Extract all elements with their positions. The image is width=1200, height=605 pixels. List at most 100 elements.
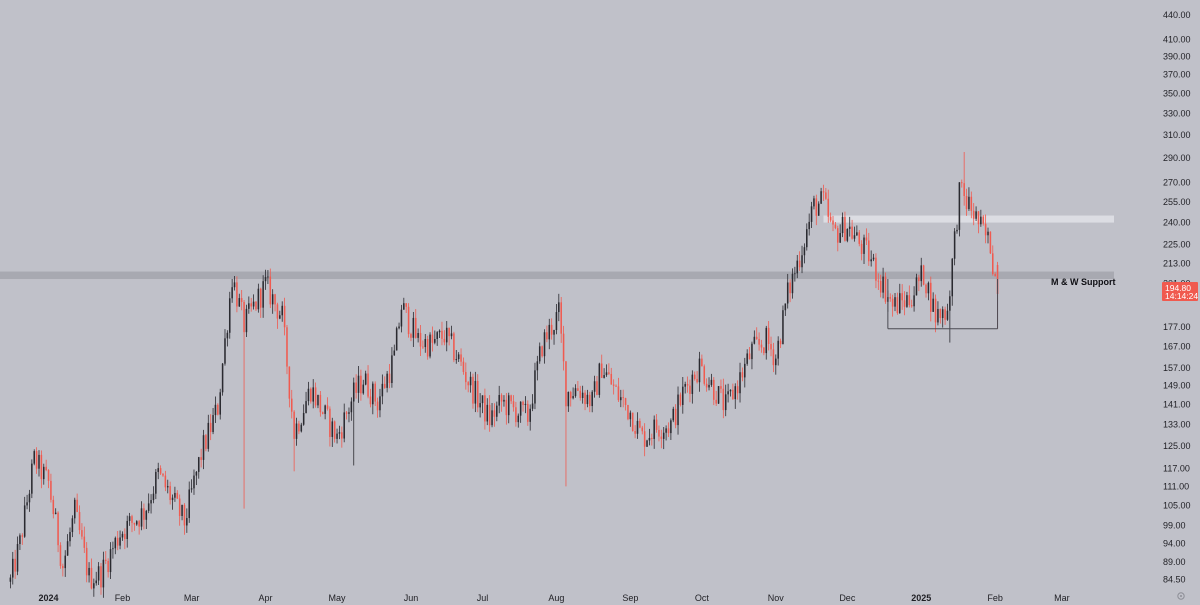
candle-body — [329, 408, 331, 437]
candle-body — [50, 480, 52, 500]
candle-body — [796, 260, 799, 274]
candle-body — [851, 226, 853, 239]
candle-body — [317, 394, 319, 406]
candle-body — [877, 280, 880, 282]
candle-body — [474, 380, 477, 404]
candle-body — [906, 295, 908, 307]
candle-body — [908, 295, 911, 306]
candle-body — [779, 340, 782, 345]
candle-body — [283, 305, 286, 328]
candle-body — [119, 537, 121, 546]
candle-body — [112, 548, 114, 550]
price-tick-label: 167.00 — [1163, 342, 1191, 352]
candle-body — [760, 344, 763, 348]
candle-body — [610, 373, 613, 385]
candle-body — [52, 499, 55, 515]
candle-body — [419, 333, 422, 347]
candle-body — [40, 454, 43, 480]
candle-body — [491, 410, 493, 426]
candle-body — [186, 518, 188, 526]
candle-body — [138, 521, 140, 527]
candle-body — [286, 327, 288, 367]
candle-body — [324, 405, 326, 414]
candle-body — [724, 394, 727, 411]
candle-body — [553, 330, 555, 335]
candle-body — [259, 288, 262, 308]
candle-body — [519, 401, 522, 416]
candle-body — [889, 297, 892, 299]
candle-body — [431, 334, 434, 343]
candle-body — [250, 303, 252, 307]
candle-body — [598, 363, 601, 395]
countdown-label: 14:14:24 — [1165, 291, 1198, 301]
settings-icon[interactable] — [1177, 592, 1185, 600]
candle-body — [567, 391, 570, 407]
candle-body — [147, 503, 150, 511]
candle-body — [705, 383, 708, 388]
candle-body — [846, 228, 849, 241]
candle-body — [443, 338, 446, 343]
candle-body — [939, 308, 942, 319]
candle-body — [767, 327, 770, 345]
candle-body — [739, 372, 741, 394]
last-price-tag: 194.80 14:14:24 — [1162, 282, 1198, 301]
candle-body — [820, 191, 822, 204]
candle-body — [994, 274, 996, 277]
candle-body — [372, 383, 374, 405]
candle-body — [35, 451, 38, 469]
candle-body — [753, 336, 756, 344]
candle-body — [770, 344, 772, 350]
candle-body — [140, 508, 143, 527]
candle-body — [71, 518, 74, 533]
candle-body — [727, 391, 729, 395]
time-tick-label: Jun — [404, 593, 419, 603]
price-tick-label: 125.00 — [1163, 441, 1191, 451]
candle-body — [786, 282, 789, 304]
candle-body — [217, 404, 219, 415]
candle-body — [171, 497, 174, 501]
candle-body — [934, 298, 937, 323]
candle-body — [333, 421, 336, 439]
candle-body — [124, 533, 126, 540]
candle-body — [858, 232, 861, 244]
candle-body — [992, 253, 994, 275]
candle-body — [97, 566, 100, 581]
candle-body — [772, 349, 775, 366]
candle-body — [54, 512, 57, 515]
candle-body — [212, 415, 214, 433]
candle-body — [713, 379, 715, 400]
candle-body — [255, 301, 257, 310]
candle-body — [326, 405, 329, 409]
candle-body — [114, 537, 117, 549]
candle-body — [221, 363, 224, 393]
candle-body — [438, 330, 441, 333]
time-tick-label: May — [329, 593, 347, 603]
candle-body — [352, 382, 355, 402]
last-price-label: 194.80 — [1165, 283, 1191, 293]
candle-body — [560, 302, 562, 334]
candle-body — [407, 306, 410, 335]
candle-body — [751, 343, 753, 360]
candle-body — [386, 373, 388, 388]
candle-body — [126, 520, 128, 540]
candle-body — [116, 537, 119, 546]
price-tick-label: 225.00 — [1163, 240, 1191, 250]
candle-body — [33, 451, 36, 464]
candle-body — [789, 282, 791, 294]
candle-body — [102, 559, 105, 588]
candle-body — [538, 346, 541, 362]
candle-body — [856, 232, 858, 236]
candle-body — [383, 383, 386, 388]
candle-body — [915, 277, 918, 296]
candle-body — [975, 211, 977, 219]
price-tick-label: 410.00 — [1163, 34, 1191, 44]
time-tick-label: Oct — [695, 593, 710, 603]
candle-body — [457, 354, 460, 360]
candle-body — [479, 403, 481, 408]
candle-body — [493, 410, 496, 417]
candle-body — [343, 412, 345, 439]
candle-body — [422, 346, 424, 348]
candle-body — [159, 468, 162, 474]
